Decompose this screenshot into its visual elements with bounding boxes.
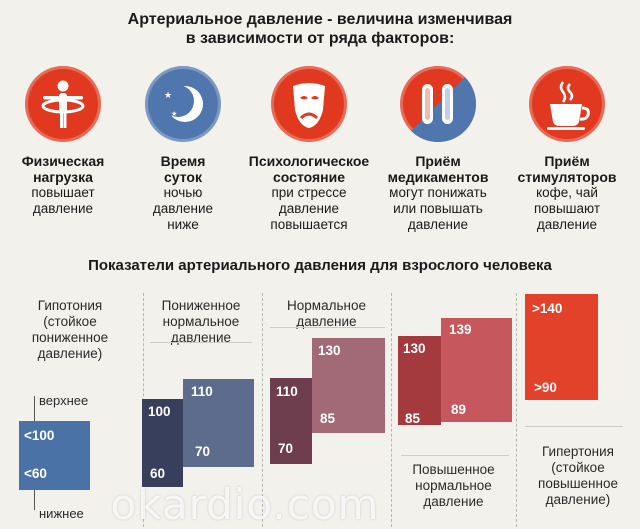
factor-stimulants: Приём стимуляторов кофе, чай повышают да…	[502, 66, 632, 233]
factor-title: нагрузка	[33, 169, 93, 185]
moon-stars-icon: ★ ★	[145, 66, 221, 142]
infographic-title: Артериальное давление - величина изменчи…	[0, 10, 640, 48]
title-line-1: Артериальное давление - величина изменчи…	[127, 11, 513, 28]
hypertonia-value: >90	[534, 380, 557, 395]
high-normal-value: 139	[449, 322, 472, 337]
factor-title: Психологическое	[248, 153, 370, 169]
factor-desc: кофе, чай	[536, 185, 598, 200]
category-label-line: Гипотония	[37, 298, 103, 313]
category-label-line: давление)	[37, 346, 103, 361]
low-normal-bar-light	[183, 379, 254, 467]
hypertonia-bar	[525, 294, 598, 400]
category-label-line: нормальное	[415, 478, 492, 493]
low-normal-value: 70	[195, 444, 211, 459]
factor-title: суток	[164, 169, 202, 185]
factor-desc: ночью	[163, 185, 203, 200]
low-normal-bar-dark	[142, 399, 183, 487]
lower-pressure-label: нижнее	[39, 506, 84, 521]
factor-desc: давление	[536, 217, 598, 232]
column-divider	[516, 293, 517, 527]
high-normal-bar-dark	[398, 336, 441, 425]
category-overline	[525, 426, 623, 427]
normal-value: 70	[278, 441, 294, 456]
factor-desc: повышается	[270, 217, 348, 232]
low-normal-value: 110	[191, 384, 213, 399]
factor-desc: давление	[32, 201, 94, 216]
hypotonia-bar	[19, 421, 90, 490]
factor-desc: при стрессе	[271, 185, 347, 200]
category-underline	[270, 327, 385, 328]
hypotonia-lower-value: <60	[24, 466, 47, 481]
factor-medication: Приём медикаментов могут понижать или по…	[373, 66, 503, 233]
svg-text:★: ★	[164, 91, 172, 101]
normal-value: 110	[276, 384, 298, 399]
high-normal-value: 89	[451, 402, 467, 417]
column-divider	[391, 293, 392, 527]
high-normal-value: 130	[403, 341, 426, 356]
title-line-2: в зависимости от ряда факторов:	[185, 30, 455, 47]
high-normal-value: 85	[405, 411, 421, 426]
factor-time-of-day: ★ ★ Время суток ночью давление ниже	[118, 66, 248, 233]
category-label-line: Пониженное	[161, 298, 241, 313]
factor-title: Приём	[544, 153, 590, 169]
category-label-line: давление)	[545, 492, 611, 507]
category-label-line: давление	[170, 330, 232, 345]
category-label-line: Повышенное	[412, 462, 495, 477]
category-hypotonia-label: Гипотония (стойкое пониженное давление)	[0, 298, 140, 362]
normal-bar-light	[312, 338, 385, 433]
factor-title: Время	[160, 153, 206, 169]
category-label-line: повышенное	[538, 476, 618, 491]
factor-title: Приём	[415, 153, 461, 169]
upper-pressure-label: верхнее	[39, 393, 89, 408]
column-divider	[262, 293, 263, 527]
coffee-cup-icon	[529, 66, 605, 142]
low-normal-value: 60	[150, 466, 166, 481]
high-normal-bar-light	[441, 318, 512, 422]
sad-mask-icon	[271, 66, 347, 142]
factor-desc: или повышать	[393, 201, 483, 216]
category-normal-label: Нормальное давление	[264, 298, 389, 330]
category-label-line: (стойкое	[551, 460, 605, 475]
factor-desc: ниже	[167, 217, 199, 232]
category-low-normal-label: Пониженное нормальное давление	[145, 298, 257, 346]
category-label-line: пониженное	[31, 330, 109, 345]
pills-icon	[400, 66, 476, 142]
normal-value: 130	[318, 343, 341, 358]
factor-desc: давление	[152, 201, 214, 216]
factor-desc: повышает	[31, 185, 95, 200]
hypertonia-value: >140	[532, 301, 563, 316]
low-normal-value: 100	[148, 404, 171, 419]
category-hypertonia-label: Гипертония (стойкое повышенное давление)	[518, 444, 638, 508]
factor-desc: повышают	[533, 201, 601, 216]
category-label-line: Гипертония	[542, 444, 614, 459]
hypotonia-upper-value: <100	[24, 428, 55, 443]
svg-text:★: ★	[171, 110, 177, 118]
category-label-line: (стойкое	[43, 314, 97, 329]
factor-title: стимуляторов	[517, 169, 617, 185]
section-subtitle: Показатели артериального давления для вз…	[88, 257, 552, 274]
factor-desc: давление	[407, 217, 469, 232]
factor-desc: могут понижать	[389, 185, 487, 200]
category-high-normal-label: Повышенное нормальное давление	[393, 462, 514, 510]
category-label-line: давление	[296, 314, 357, 329]
person-exercise-icon	[25, 66, 101, 142]
factor-physical-activity: Физическая нагрузка повышает давление	[0, 66, 128, 217]
factor-title: состояние	[273, 169, 345, 185]
category-label-line: давление	[423, 494, 484, 509]
factor-psychological: Психологическое состояние при стрессе да…	[244, 66, 374, 233]
factor-desc: давление	[278, 201, 340, 216]
factor-title: медикаментов	[387, 169, 489, 185]
site-watermark: okardio.com	[110, 480, 380, 529]
category-label-line: Нормальное	[287, 298, 366, 313]
category-underline	[150, 342, 252, 343]
category-overline	[401, 455, 509, 456]
normal-value: 85	[320, 411, 336, 426]
factor-title: Физическая	[21, 153, 105, 169]
category-label-line: нормальное	[162, 314, 240, 329]
normal-bar-dark	[270, 378, 312, 464]
